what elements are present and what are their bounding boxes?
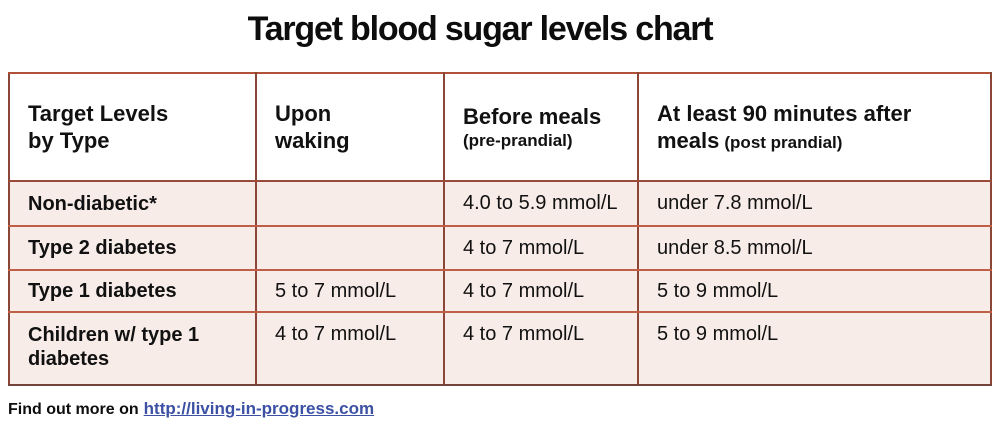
header-row: Target Levels by Type Upon waking Before… — [8, 72, 992, 182]
col-header-upon-waking: Upon waking — [255, 72, 445, 182]
blood-sugar-table: Target Levels by Type Upon waking Before… — [8, 72, 992, 386]
header-line: Target Levels — [28, 100, 169, 126]
cell-before-meals: 4 to 7 mmol/L — [443, 225, 639, 271]
cell-type: Non-diabetic* — [8, 180, 257, 227]
header-main: At least 90 minutes after meals — [657, 100, 912, 154]
header-sub: (pre-prandial) — [463, 131, 573, 151]
cell-after-meals: 5 to 9 mmol/L — [637, 311, 992, 386]
table-row-non-diabetic: Non-diabetic* 4.0 to 5.9 mmol/L under 7.… — [8, 180, 992, 227]
table-row-type-1: Type 1 diabetes 5 to 7 mmol/L 4 to 7 mmo… — [8, 269, 992, 313]
header-line: by Type — [28, 128, 110, 153]
cell-upon-waking — [255, 225, 445, 271]
col-header-before-meals: Before meals (pre-prandial) — [443, 72, 639, 182]
cell-before-meals: 4 to 7 mmol/L — [443, 311, 639, 386]
col-header-after-meals: At least 90 minutes after meals (post pra… — [637, 72, 992, 182]
table-row-children-type-1: Children w/ type 1 diabetes 4 to 7 mmol/… — [8, 311, 992, 386]
cell-upon-waking — [255, 180, 445, 227]
cell-after-meals: under 7.8 mmol/L — [637, 180, 992, 227]
cell-after-meals: under 8.5 mmol/L — [637, 225, 992, 271]
cell-type: Type 1 diabetes — [8, 269, 257, 313]
cell-before-meals: 4.0 to 5.9 mmol/L — [443, 180, 639, 227]
cell-upon-waking: 5 to 7 mmol/L — [255, 269, 445, 313]
header-sub: (post prandial) — [724, 133, 843, 152]
cell-before-meals: 4 to 7 mmol/L — [443, 269, 639, 313]
cell-type: Type 2 diabetes — [8, 225, 257, 271]
table-row-type-2: Type 2 diabetes 4 to 7 mmol/L under 8.5 … — [8, 225, 992, 271]
footer-note: Find out more on http://living-in-progres… — [8, 399, 374, 419]
footer-text: Find out more on — [8, 401, 139, 418]
header-main: Before meals — [463, 103, 602, 129]
cell-upon-waking: 4 to 7 mmol/L — [255, 311, 445, 386]
col-header-target-levels: Target Levels by Type — [8, 72, 257, 182]
header-line: Upon — [275, 100, 332, 126]
page-title: Target blood sugar levels chart — [247, 10, 714, 48]
cell-after-meals: 5 to 9 mmol/L — [637, 269, 992, 313]
header-line: waking — [275, 128, 350, 153]
footer-link[interactable]: http://living-in-progress.com — [143, 399, 375, 418]
cell-type: Children w/ type 1 diabetes — [8, 311, 257, 386]
